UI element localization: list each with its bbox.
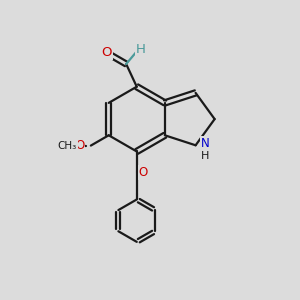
Text: CH₃: CH₃ bbox=[58, 141, 77, 151]
Text: H: H bbox=[136, 43, 146, 56]
Text: O: O bbox=[102, 46, 112, 59]
Text: methoxy: methoxy bbox=[58, 143, 64, 144]
Text: O: O bbox=[75, 139, 84, 152]
Text: O: O bbox=[139, 166, 148, 178]
Text: N: N bbox=[201, 137, 210, 150]
Text: H: H bbox=[201, 151, 209, 160]
